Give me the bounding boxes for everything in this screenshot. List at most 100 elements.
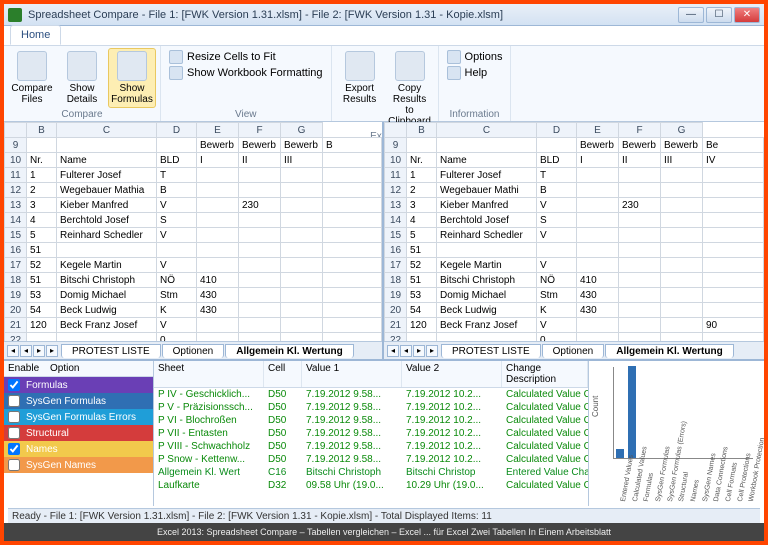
- workbook-fmt-icon: [169, 66, 183, 80]
- option-checkbox[interactable]: [8, 443, 20, 455]
- diff-row[interactable]: P VI - BlochroßenD507.19.2012 9.58...7.1…: [154, 414, 588, 427]
- minimize-button[interactable]: —: [678, 7, 704, 23]
- group-view-label: View: [165, 108, 327, 121]
- app-icon: [8, 8, 22, 22]
- option-row[interactable]: SysGen Formulas: [4, 393, 153, 409]
- help-button[interactable]: Help: [447, 66, 503, 80]
- sheet-tab[interactable]: Allgemein Kl. Wertung: [605, 344, 734, 358]
- copy-results-label: Copy Results to Clipboard: [388, 83, 431, 127]
- options-hdr-enable: Enable: [4, 361, 46, 376]
- diff-hdr-v2[interactable]: Value 2: [402, 361, 502, 387]
- diff-row[interactable]: Allgemein Kl. WertC16Bitschi ChristophBi…: [154, 466, 588, 479]
- option-label: Names: [26, 444, 58, 455]
- tab-nav-left[interactable]: ◂◂▸▸: [4, 345, 61, 357]
- diff-row[interactable]: P VII - EntastenD507.19.2012 9.58...7.19…: [154, 427, 588, 440]
- sheet-tab[interactable]: Allgemein Kl. Wertung: [225, 344, 354, 358]
- group-info: Options Help Information: [439, 46, 512, 121]
- option-row[interactable]: SysGen Names: [4, 457, 153, 473]
- pane-right: BCDEFG9BewerbBewerbBewerbBe10Nr.NameBLDI…: [384, 122, 764, 359]
- group-info-label: Information: [443, 108, 507, 121]
- chart-bar: [628, 366, 636, 458]
- show-formulas-label: Show Formulas: [111, 83, 153, 105]
- compare-files-button[interactable]: Compare Files: [8, 48, 56, 108]
- chart-xlabel: Structural: [678, 471, 690, 502]
- sheet-right[interactable]: BCDEFG9BewerbBewerbBewerbBe10Nr.NameBLDI…: [384, 122, 764, 341]
- diff-row[interactable]: P V - Präzisionssch...D507.19.2012 9.58.…: [154, 401, 588, 414]
- options-panel: Enable Option Formulas SysGen Formulas Sys…: [4, 361, 154, 506]
- option-checkbox[interactable]: [8, 379, 20, 391]
- option-checkbox[interactable]: [8, 427, 20, 439]
- workbook-fmt-label: Show Workbook Formatting: [187, 67, 323, 79]
- bottom-panel: Enable Option Formulas SysGen Formulas Sys…: [4, 360, 764, 506]
- ribbon-tabs: Home: [4, 26, 764, 46]
- group-view: Resize Cells to Fit Show Workbook Format…: [161, 46, 332, 121]
- pane-left: BCDEFG9BewerbBewerbBewerbB10Nr.NameBLDII…: [4, 122, 384, 359]
- sheet-left[interactable]: BCDEFG9BewerbBewerbBewerbB10Nr.NameBLDII…: [4, 122, 382, 341]
- option-label: Structural: [26, 428, 69, 439]
- export-results-label: Export Results: [339, 83, 381, 105]
- export-results-icon: [345, 51, 375, 81]
- status-bar: Ready - File 1: [FWK Version 1.31.xlsm] …: [8, 508, 760, 523]
- compare-files-label: Compare Files: [11, 83, 53, 105]
- option-checkbox[interactable]: [8, 411, 20, 423]
- close-button[interactable]: ✕: [734, 7, 760, 23]
- diff-row[interactable]: LaufkarteD3209.58 Uhr (19.0...10.29 Uhr …: [154, 479, 588, 492]
- chart-ylabel: Count: [591, 396, 600, 417]
- diff-row[interactable]: P Snow - Kettenw...D507.19.2012 9.58...7…: [154, 453, 588, 466]
- window-title: Spreadsheet Compare - File 1: [FWK Versi…: [28, 9, 678, 21]
- show-details-button[interactable]: Show Details: [58, 48, 106, 108]
- maximize-button[interactable]: ☐: [706, 7, 732, 23]
- diff-hdr-cell[interactable]: Cell: [264, 361, 302, 387]
- resize-cells-button[interactable]: Resize Cells to Fit: [169, 50, 323, 64]
- copy-results-button[interactable]: Copy Results to Clipboard: [386, 48, 434, 130]
- export-results-button[interactable]: Export Results: [336, 48, 384, 108]
- group-compare-label: Compare: [8, 108, 156, 121]
- sheet-tab[interactable]: Optionen: [542, 344, 605, 358]
- option-label: Formulas: [26, 380, 68, 391]
- sheet-tab[interactable]: Optionen: [162, 344, 225, 358]
- diff-hdr-cd[interactable]: Change Description: [502, 361, 588, 387]
- show-details-label: Show Details: [61, 83, 103, 105]
- diff-row[interactable]: P VIII - SchwachholzD507.19.2012 9.58...…: [154, 440, 588, 453]
- sheet-tabs-right: ◂◂▸▸ PROTEST LISTEOptionenAllgemein Kl. …: [384, 341, 764, 359]
- option-row[interactable]: Names: [4, 441, 153, 457]
- option-checkbox[interactable]: [8, 395, 20, 407]
- options-icon: [447, 50, 461, 64]
- option-checkbox[interactable]: [8, 459, 20, 471]
- option-row[interactable]: Formulas: [4, 377, 153, 393]
- titlebar: Spreadsheet Compare - File 1: [FWK Versi…: [4, 4, 764, 26]
- chart-xlabel: Formulas: [643, 472, 655, 502]
- option-row[interactable]: SysGen Formulas Errors: [4, 409, 153, 425]
- compare-files-icon: [17, 51, 47, 81]
- option-label: SysGen Formulas: [26, 396, 106, 407]
- workbook-formatting-button[interactable]: Show Workbook Formatting: [169, 66, 323, 80]
- option-label: SysGen Formulas Errors: [26, 412, 136, 423]
- sheet-tab[interactable]: PROTEST LISTE: [441, 344, 541, 358]
- option-row[interactable]: Structural: [4, 425, 153, 441]
- options-hdr-option: Option: [46, 361, 83, 376]
- help-label: Help: [465, 67, 488, 79]
- sheet-tabs-left: ◂◂▸▸ PROTEST LISTEOptionenAllgemein Kl. …: [4, 341, 382, 359]
- help-icon: [447, 66, 461, 80]
- chart-xlabels: Entered ValuesCalculated ValuesFormulasS…: [613, 461, 761, 505]
- diff-hdr-v1[interactable]: Value 1: [302, 361, 402, 387]
- group-export: Export Results Copy Results to Clipboard…: [332, 46, 439, 121]
- show-formulas-icon: [117, 51, 147, 81]
- options-label: Options: [465, 51, 503, 63]
- diff-row[interactable]: P IV - Geschicklich...D507.19.2012 9.58.…: [154, 388, 588, 401]
- option-label: SysGen Names: [26, 460, 96, 471]
- show-formulas-button[interactable]: Show Formulas: [108, 48, 156, 108]
- diff-hdr-sheet[interactable]: Sheet: [154, 361, 264, 387]
- resize-label: Resize Cells to Fit: [187, 51, 276, 63]
- tab-home[interactable]: Home: [10, 25, 61, 45]
- sheet-tab[interactable]: PROTEST LISTE: [61, 344, 161, 358]
- tab-nav-right[interactable]: ◂◂▸▸: [384, 345, 441, 357]
- group-compare: Compare Files Show Details Show Formulas…: [4, 46, 161, 121]
- sheet-panes: BCDEFG9BewerbBewerbBewerbB10Nr.NameBLDII…: [4, 122, 764, 360]
- diff-panel: Sheet Cell Value 1 Value 2 Change Descri…: [154, 361, 589, 506]
- ribbon: Compare Files Show Details Show Formulas…: [4, 46, 764, 122]
- copy-results-icon: [395, 51, 425, 81]
- resize-icon: [169, 50, 183, 64]
- chart-bar: [616, 449, 624, 458]
- options-button[interactable]: Options: [447, 50, 503, 64]
